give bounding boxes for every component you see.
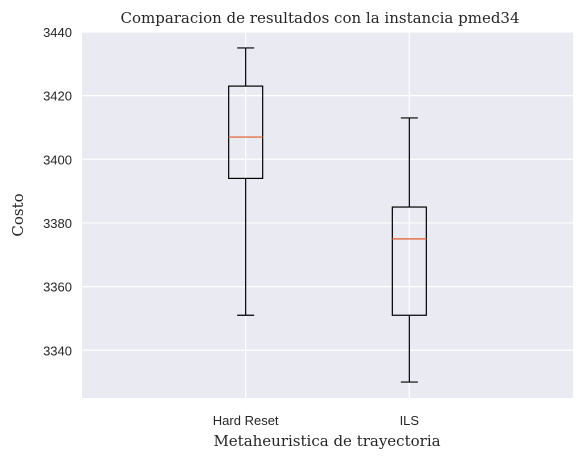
x-tick-label: ILS bbox=[400, 413, 420, 428]
y-axis-label: Costo bbox=[9, 193, 27, 236]
boxes-layer bbox=[228, 47, 427, 383]
y-tick-label: 3440 bbox=[43, 25, 72, 40]
plot-area bbox=[82, 32, 573, 398]
chart-title: Comparacion de resultados con la instanc… bbox=[120, 9, 519, 27]
y-tick-label: 3360 bbox=[43, 280, 72, 295]
x-tick-label: Hard Reset bbox=[213, 413, 279, 428]
y-tick-label: 3400 bbox=[43, 152, 72, 167]
y-tick-label: 3380 bbox=[43, 216, 72, 231]
box-group bbox=[228, 47, 264, 316]
x-tick-labels: Hard Reset ILS bbox=[213, 413, 420, 428]
y-tick-labels: 3340 3360 3380 3400 3420 3440 bbox=[43, 25, 72, 358]
y-tick-label: 3420 bbox=[43, 89, 72, 104]
x-axis-label: Metaheuristica de trayectoria bbox=[213, 432, 440, 450]
grid-lines bbox=[82, 31, 573, 398]
box-iqr bbox=[228, 85, 264, 180]
box-group bbox=[391, 117, 427, 383]
y-tick-label: 3340 bbox=[43, 343, 72, 358]
box-iqr bbox=[391, 206, 427, 316]
